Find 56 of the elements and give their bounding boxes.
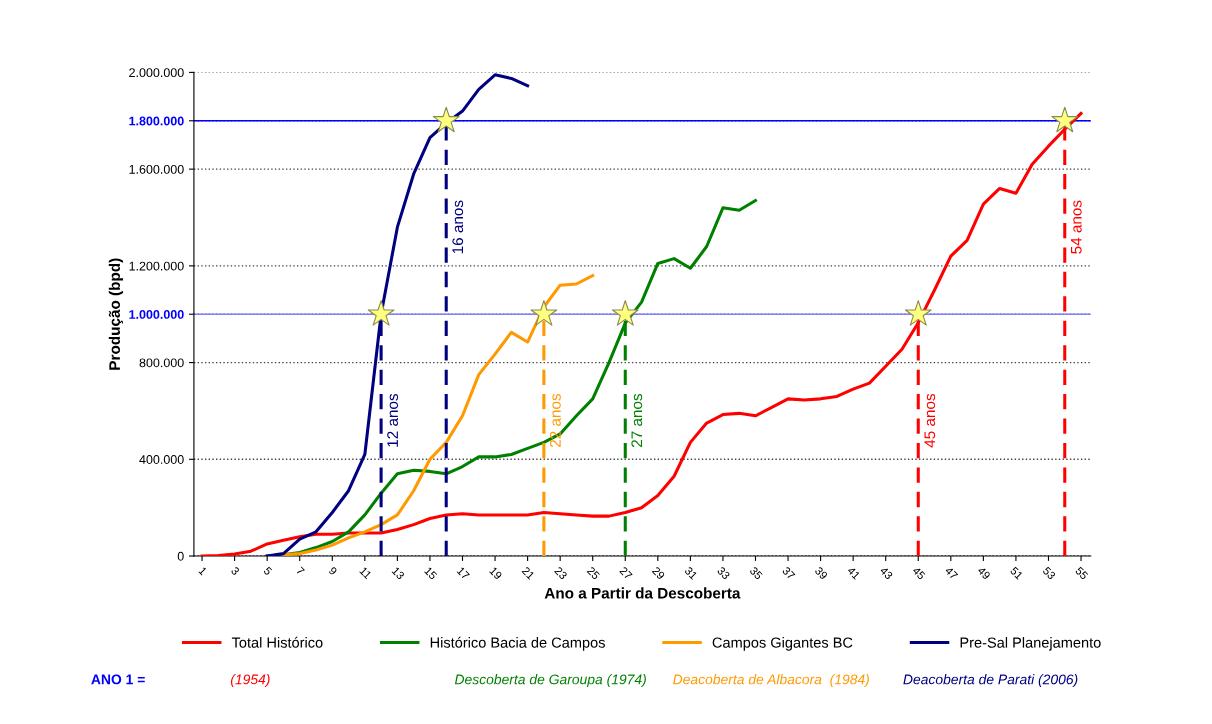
ref-line-label: 27 anos [631,393,643,448]
x-tick-label: 37 [781,566,796,580]
text: (1954) [230,674,270,688]
ref-line-label: 45 anos [924,393,936,448]
legend-label: Histórico Bacia de Campos [430,636,605,651]
x-tick-label: 45 [911,566,926,580]
x-tick-label: 21 [521,566,536,580]
x-tick-label: 53 [1042,566,1056,580]
y-tick-label: 1.600.000 [129,164,184,174]
x-axis-title: Ano a Partir da Descoberta [544,587,741,599]
x-tick-label: 9 [328,566,338,576]
x-tick-label: 43 [879,566,894,580]
y-tick-label: 2.000.000 [129,68,184,78]
x-tick-label: 33 [716,566,731,580]
line-series [281,274,595,557]
x-tick-label: 39 [814,566,829,580]
x-tick-label: 31 [684,566,698,580]
text: Deacoberta de Albacora (1984) [673,674,869,688]
legend-label: Pre-Sal Planejamento [960,637,1101,651]
x-tick-label: 17 [456,566,470,580]
x-tick-label: 15 [424,566,438,580]
ref-line-label: 16 anos [452,200,464,254]
y-tick-label: 400.000 [139,455,184,464]
ref-line-label: 12 anos [387,393,399,447]
x-tick-label: 7 [295,566,305,576]
y-tick-label: 800.000 [139,358,184,368]
line-series [265,73,530,557]
x-tick-label: 49 [977,566,991,580]
text: ANO 1 = [91,674,145,685]
y-tick-label: 1.000.000 [129,310,184,319]
x-tick-label: 29 [651,566,666,580]
x-tick-label: 19 [489,566,503,580]
x-tick-label: 51 [1009,566,1024,580]
legend-label: Total Histórico [231,636,323,648]
text: Deacoberta de Parati (2006) [903,674,1078,688]
ref-line-label: 54 anos [1071,200,1082,254]
legend-label: Campos Gigantes BC [712,637,853,651]
x-tick-label: 3 [230,566,240,576]
x-tick-label: 13 [391,566,405,580]
line-series [200,111,1083,557]
x-tick-label: 11 [359,566,372,580]
y-tick-label: 1.800.000 [129,116,184,126]
x-tick-label: 55 [1074,566,1089,580]
text: Descoberta de Garoupa (1974) [454,674,646,688]
x-tick-label: 5 [263,566,273,576]
y-tick-label: 1.200.000 [129,261,184,271]
x-tick-label: 27 [619,566,633,580]
x-tick-label: 23 [554,566,568,580]
ref-line-label: 22 anos [549,393,561,448]
x-tick-label: 41 [846,566,861,580]
y-tick-label: 0 [177,551,184,561]
x-tick-label: 25 [586,566,601,580]
y-axis-title: Produção (bpd) [108,258,124,370]
x-tick-label: 47 [944,566,959,580]
x-tick-label: 1 [198,566,208,576]
x-tick-label: 35 [749,566,763,580]
